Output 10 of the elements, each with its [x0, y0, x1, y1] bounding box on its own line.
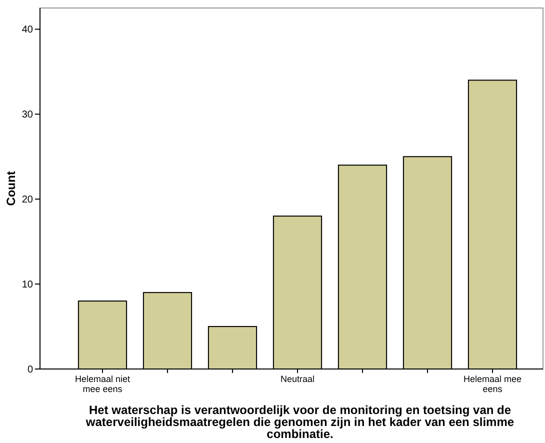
- y-tick-label: 20: [22, 194, 34, 206]
- y-axis-title: Count: [4, 171, 18, 206]
- x-tick-label: Helemaal niet mee eens: [74, 374, 131, 394]
- y-tick-label: 40: [22, 24, 34, 36]
- x-axis-title: Het waterschap is verantwoordelijk voor de monitoring en toetsing van de waterveiligheidsmaatregelen die genomen zijn in het kader van een slimme combinatie.: [84, 403, 514, 441]
- y-tick-label: 10: [22, 280, 34, 291]
- y-tick-label: 0: [27, 364, 34, 376]
- x-tick-label: Neutraal: [280, 374, 315, 384]
- y-tick-label: 30: [22, 110, 34, 121]
- x-tick-label: Helemaal mee eens: [463, 374, 522, 394]
